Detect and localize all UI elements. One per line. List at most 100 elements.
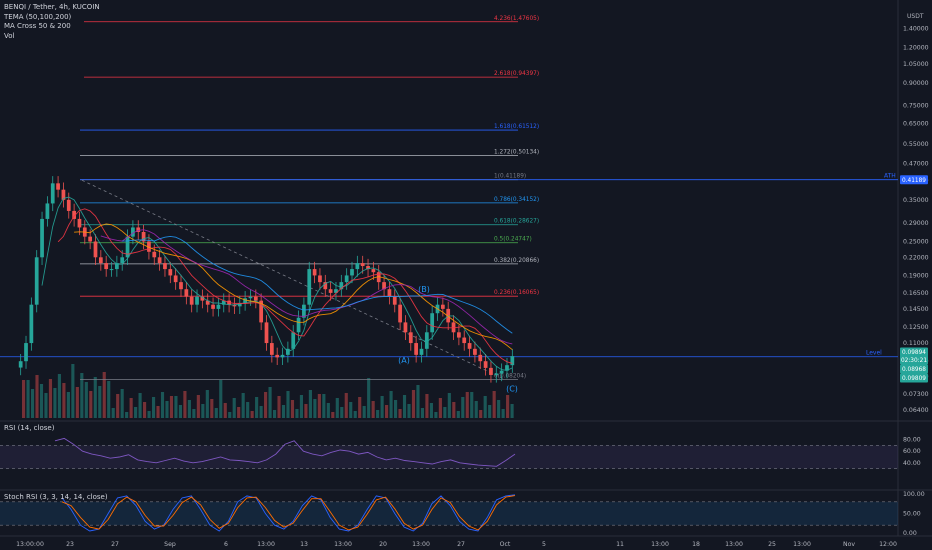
volume-bar bbox=[210, 399, 214, 418]
volume-bar bbox=[250, 411, 254, 418]
volume-bar bbox=[205, 390, 209, 418]
time-tick-12: 5 bbox=[542, 541, 546, 548]
candle-body bbox=[291, 332, 296, 349]
candle-body bbox=[179, 282, 183, 290]
price-tag-bg-2 bbox=[900, 355, 928, 365]
rsi-label[interactable]: RSI (14, close) bbox=[4, 424, 55, 432]
candle-body bbox=[152, 251, 157, 258]
time-tick-13: 11 bbox=[616, 541, 624, 548]
fib-level-label-5: 0.786(0.34152) bbox=[494, 197, 539, 203]
wave-label-1: (B) bbox=[418, 285, 430, 294]
volume-bar bbox=[223, 403, 227, 418]
candle-body bbox=[120, 257, 125, 264]
time-tick-7: 13:00 bbox=[334, 541, 352, 548]
volume-bar bbox=[134, 407, 138, 418]
time-tick-4: 6 bbox=[224, 541, 228, 548]
price-tag-4: 0.09809 bbox=[902, 376, 926, 382]
candle-body bbox=[77, 218, 82, 228]
time-tick-14: 13:00 bbox=[651, 541, 669, 548]
volume-bar bbox=[344, 393, 348, 418]
volume-bar bbox=[501, 409, 505, 418]
volume-bar bbox=[84, 382, 88, 418]
candle-body bbox=[189, 296, 194, 305]
volume-bar bbox=[456, 411, 460, 418]
candle-body bbox=[221, 300, 226, 305]
fib-level-label-10: 0(0.08204) bbox=[494, 373, 526, 379]
indicator-tema[interactable]: TEMA (50,100,200) bbox=[4, 12, 72, 21]
candle-body bbox=[93, 241, 98, 258]
candle-body bbox=[457, 332, 461, 338]
candle-body bbox=[66, 199, 71, 211]
volume-bar bbox=[138, 393, 142, 418]
stoch-rsi-label[interactable]: Stoch RSI (3, 3, 14, 14, close) bbox=[4, 493, 108, 501]
candle-body bbox=[184, 289, 189, 297]
time-tick-8: 20 bbox=[379, 541, 387, 548]
volume-bar bbox=[169, 396, 174, 418]
moving-average-line-1 bbox=[57, 208, 513, 364]
fib-level-label-6: 0.618(0.28627) bbox=[494, 219, 539, 225]
volume-bar bbox=[349, 402, 353, 418]
time-tick-16: 13:00 bbox=[725, 541, 743, 548]
price-tag-3: 0.08968 bbox=[902, 367, 926, 373]
volume-bar bbox=[98, 386, 102, 418]
volume-bar bbox=[483, 396, 487, 418]
volume-bar bbox=[219, 380, 223, 418]
candle-body bbox=[50, 183, 55, 204]
price-tick-1: 1.20000 bbox=[903, 44, 929, 51]
candle-body bbox=[392, 296, 397, 305]
volume-bar bbox=[497, 400, 501, 418]
volume-bar bbox=[385, 405, 389, 418]
candle-body bbox=[34, 257, 39, 305]
candle-body bbox=[125, 236, 130, 258]
volume-bar bbox=[492, 391, 496, 418]
candle-body bbox=[350, 269, 354, 276]
candle-body bbox=[510, 356, 515, 366]
volume-bar bbox=[35, 375, 39, 418]
candle-body bbox=[499, 370, 504, 374]
candle-body bbox=[264, 322, 269, 344]
indicator-ma-cross[interactable]: MA Cross 50 & 200 bbox=[4, 22, 71, 30]
volume-bar bbox=[26, 380, 30, 418]
price-tick-17: 0.11000 bbox=[903, 340, 929, 347]
candle-body bbox=[131, 227, 135, 237]
candle-body bbox=[45, 203, 50, 219]
volume-bar bbox=[362, 406, 366, 418]
price-tag-bg-4 bbox=[900, 373, 928, 383]
candle-body bbox=[269, 343, 274, 355]
volume-bar bbox=[22, 380, 26, 418]
price-tick-7: 0.47000 bbox=[903, 160, 929, 167]
volume-bar bbox=[151, 397, 156, 418]
volume-bar bbox=[304, 404, 308, 418]
volume-bar bbox=[407, 404, 411, 418]
volume-bar bbox=[376, 410, 380, 418]
indicator-volume[interactable]: Vol bbox=[4, 31, 15, 40]
candle-body bbox=[403, 322, 408, 333]
volume-bar bbox=[57, 374, 61, 418]
volume-bar bbox=[429, 403, 433, 418]
volume-bar bbox=[452, 402, 456, 418]
volume-bar bbox=[470, 392, 474, 418]
fib-level-label-4: 1(0.41189) bbox=[494, 174, 526, 180]
volume-bar bbox=[371, 401, 375, 418]
price-tick-5: 0.65000 bbox=[903, 120, 929, 127]
volume-bar bbox=[277, 396, 281, 418]
ath-label: ATH bbox=[884, 173, 896, 180]
candle-body bbox=[216, 304, 221, 309]
volume-bar bbox=[290, 400, 295, 418]
candle-body bbox=[398, 304, 402, 323]
volume-bar bbox=[129, 398, 133, 418]
price-tag-0: 0.41189 bbox=[902, 178, 926, 184]
moving-average-line-4 bbox=[122, 235, 513, 334]
volume-bar bbox=[196, 395, 200, 418]
volume-bar bbox=[53, 388, 57, 418]
time-tick-15: 18 bbox=[692, 541, 700, 548]
volume-bar bbox=[75, 387, 79, 418]
symbol-title[interactable]: BENQI / Tether, 4h, KUCOIN bbox=[4, 3, 100, 11]
price-tick-6: 0.55000 bbox=[903, 141, 929, 148]
moving-average-line-2 bbox=[74, 223, 513, 351]
volume-bar bbox=[434, 412, 438, 418]
candle-body bbox=[419, 348, 424, 355]
volume-bar bbox=[39, 384, 44, 418]
